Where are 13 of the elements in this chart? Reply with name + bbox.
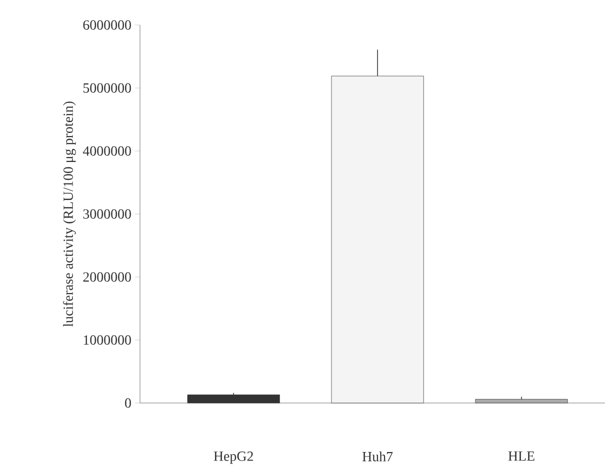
bar <box>475 399 568 404</box>
y-tick-label: 0 <box>125 398 131 408</box>
x-tick-label: HLE <box>508 452 534 461</box>
y-tick-label: 5000000 <box>83 83 131 93</box>
y-tick-label: 3000000 <box>83 209 131 219</box>
y-axis-title: luciferase activity (RLU/100 μg protein) <box>62 102 76 327</box>
y-tick-label: 1000000 <box>84 335 131 345</box>
x-tick-label: HepG2 <box>214 452 253 464</box>
bar <box>187 394 280 404</box>
x-tick-label: Huh7 <box>362 452 393 462</box>
y-tick-label: 4000000 <box>82 146 131 156</box>
y-tick-label: 2000000 <box>83 272 131 282</box>
y-tick-label: 6000000 <box>83 20 131 30</box>
